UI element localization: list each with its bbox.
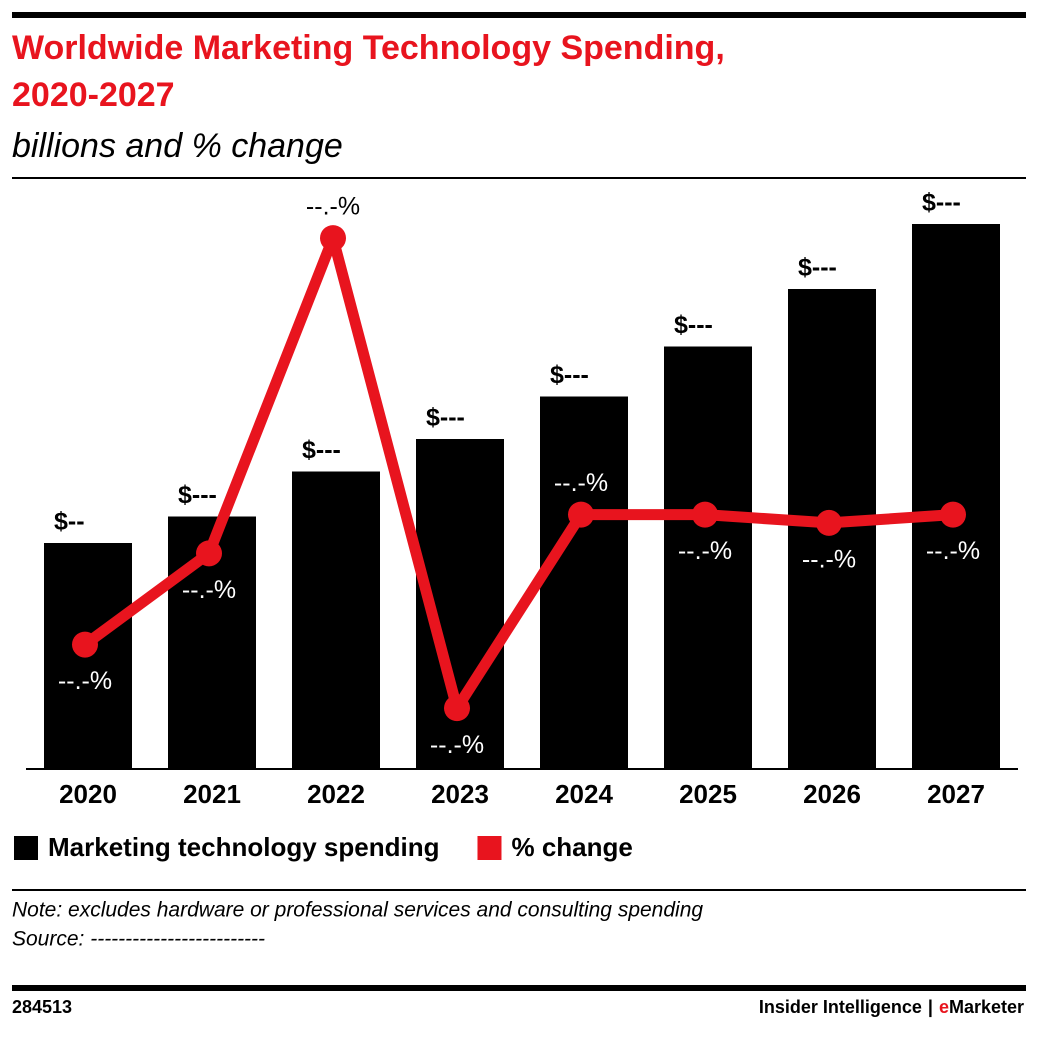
line-value-label: --.-%: [678, 537, 732, 565]
line-point: [816, 509, 842, 536]
line-value-label: --.-%: [58, 667, 112, 695]
source: Source: -------------------------: [12, 928, 265, 951]
bar-value-label: $--: [54, 508, 85, 536]
bottom-rule: [12, 985, 1026, 991]
plot: 2020 2021 2022 2023 2024 2025 2026 2027 $-- $--- $…: [14, 189, 1018, 862]
bar-value-label: $---: [922, 189, 961, 217]
chart-subtitle: billions and % change: [12, 127, 343, 165]
top-rule: [12, 12, 1026, 18]
brand-name: Insider Intelligence: [759, 997, 922, 1017]
bar: [540, 396, 628, 769]
bar-value-label: $---: [674, 311, 713, 339]
legend-label: Marketing technology spending: [48, 832, 439, 862]
bar-value-label: $---: [426, 404, 465, 432]
line-point: [444, 695, 470, 722]
bar: [292, 471, 380, 769]
line-point: [940, 501, 966, 528]
line: [81, 232, 954, 714]
legend-label: % change: [511, 832, 632, 862]
x-tick-label: 2020: [59, 779, 117, 809]
bar-value-label: $---: [798, 254, 837, 282]
line-value-label: --.-%: [554, 469, 608, 497]
chart-id: 284513: [12, 997, 72, 1017]
x-tick-label: 2025: [679, 779, 737, 809]
brand-separator: |: [928, 997, 933, 1017]
brand-e: e: [939, 997, 949, 1017]
rule: [12, 177, 1026, 179]
line-value-label: --.-%: [430, 731, 484, 759]
line-value-label: --.-%: [926, 537, 980, 565]
line-point: [320, 225, 346, 252]
x-tick-label: 2024: [555, 779, 613, 809]
brand: Insider Intelligence | eMarketer: [759, 997, 1024, 1017]
bar-value-label: $---: [178, 481, 217, 509]
chart-title: Worldwide Marketing Technology Spending,…: [12, 29, 725, 114]
x-tick-label: 2026: [803, 779, 861, 809]
note: Note: excludes hardware or professional …: [12, 899, 703, 922]
brand-rest: Marketer: [949, 997, 1024, 1017]
x-tick-label: 2022: [307, 779, 365, 809]
legend-swatch: [477, 836, 502, 860]
rule: [12, 889, 1026, 891]
bar-value-label: $---: [550, 361, 589, 389]
line-value-label: --.-%: [182, 576, 236, 604]
baseline: [26, 768, 1018, 770]
x-tick-label: 2027: [927, 779, 985, 809]
bar: [664, 346, 752, 769]
legend-swatch: [14, 836, 38, 860]
line-point: [692, 501, 718, 528]
line-point: [72, 631, 98, 658]
line-point: [196, 540, 222, 567]
x-tick-label: 2021: [183, 779, 241, 809]
x-tick-label: 2023: [431, 779, 489, 809]
line-value-label: --.-%: [306, 193, 360, 221]
bar: [912, 224, 1000, 769]
line-point: [568, 501, 594, 528]
bar-value-label: $---: [302, 436, 341, 464]
line-value-label: --.-%: [802, 546, 856, 574]
